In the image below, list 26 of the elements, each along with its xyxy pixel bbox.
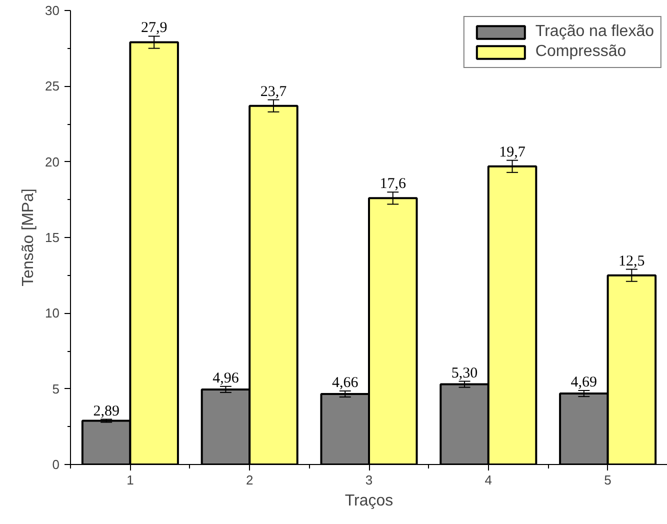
x-tick-label: 1 — [126, 472, 134, 488]
x-axis-title: Traços — [344, 492, 394, 510]
y-tick-label: 20 — [45, 154, 60, 170]
x-tick-label: 4 — [484, 472, 492, 488]
data-label: 4,96 — [212, 370, 240, 386]
y-tick-label: 15 — [45, 230, 60, 245]
x-tick-label: 2 — [246, 472, 254, 488]
y-tick-label: 5 — [52, 381, 60, 396]
y-tick-label: 10 — [45, 306, 60, 321]
x-tick-label: 5 — [604, 472, 612, 488]
legend-label: Tração na flexão — [535, 23, 654, 41]
data-label: 4,66 — [332, 374, 359, 391]
data-label: 23,7 — [260, 84, 288, 100]
data-label: 19,7 — [499, 144, 526, 160]
data-label: 4,69 — [570, 374, 598, 390]
y-tick-label: 0 — [52, 457, 60, 472]
legend-label: Compressão — [535, 43, 626, 61]
data-label: 12,5 — [618, 253, 645, 270]
y-axis-title: Tensão [MPa] — [20, 188, 38, 286]
y-tick-label: 25 — [45, 78, 60, 94]
x-tick-label: 3 — [365, 472, 373, 488]
y-tick-label: 30 — [45, 3, 60, 18]
data-label: 17,6 — [380, 176, 407, 192]
data-label: 27,9 — [140, 20, 168, 36]
data-label: 2,89 — [93, 403, 120, 420]
data-label: 5,30 — [451, 365, 478, 382]
